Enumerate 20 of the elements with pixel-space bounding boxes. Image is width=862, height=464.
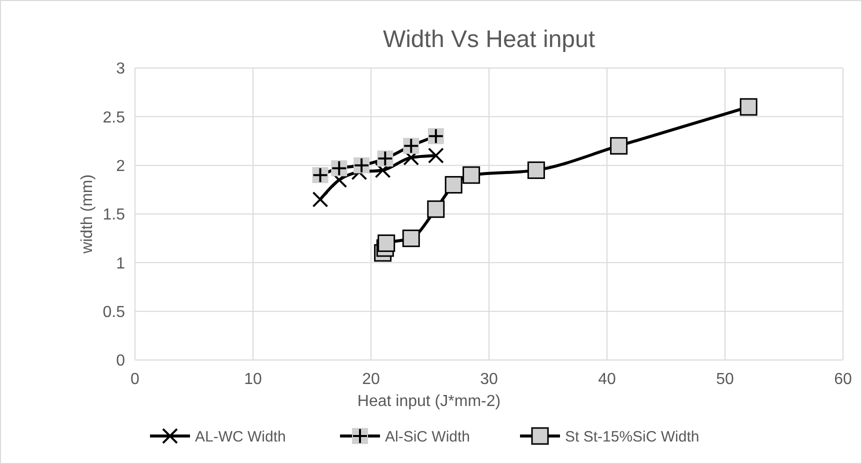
chart-title: Width Vs Heat input: [382, 26, 596, 53]
legend-label: Al-SiC Width: [385, 428, 470, 446]
legend-label: St St-15%SiC Width: [565, 428, 700, 446]
y-tick-label: 1.5: [102, 206, 126, 224]
x-tick-label: 0: [130, 371, 140, 388]
y-tick-label: 1: [116, 255, 126, 272]
y-tick-label: 0.5: [102, 304, 126, 321]
legend-label: AL-WC Width: [195, 428, 286, 446]
y-axis-title: width (mm): [79, 174, 96, 255]
x-tick-label: 60: [834, 371, 852, 388]
y-tick-label: 0: [116, 352, 126, 370]
x-tick-label: 30: [480, 371, 498, 388]
x-tick-label: 10: [244, 371, 262, 388]
x-tick-label: 40: [598, 371, 616, 388]
x-tick-label: 50: [716, 371, 734, 388]
x-tick-label: 20: [362, 371, 380, 388]
x-axis-title: Heat input (J*mm-2): [357, 393, 501, 410]
y-tick-label: 2: [116, 158, 126, 175]
y-tick-label: 3: [116, 60, 126, 78]
y-tick-label: 2.5: [102, 109, 126, 126]
